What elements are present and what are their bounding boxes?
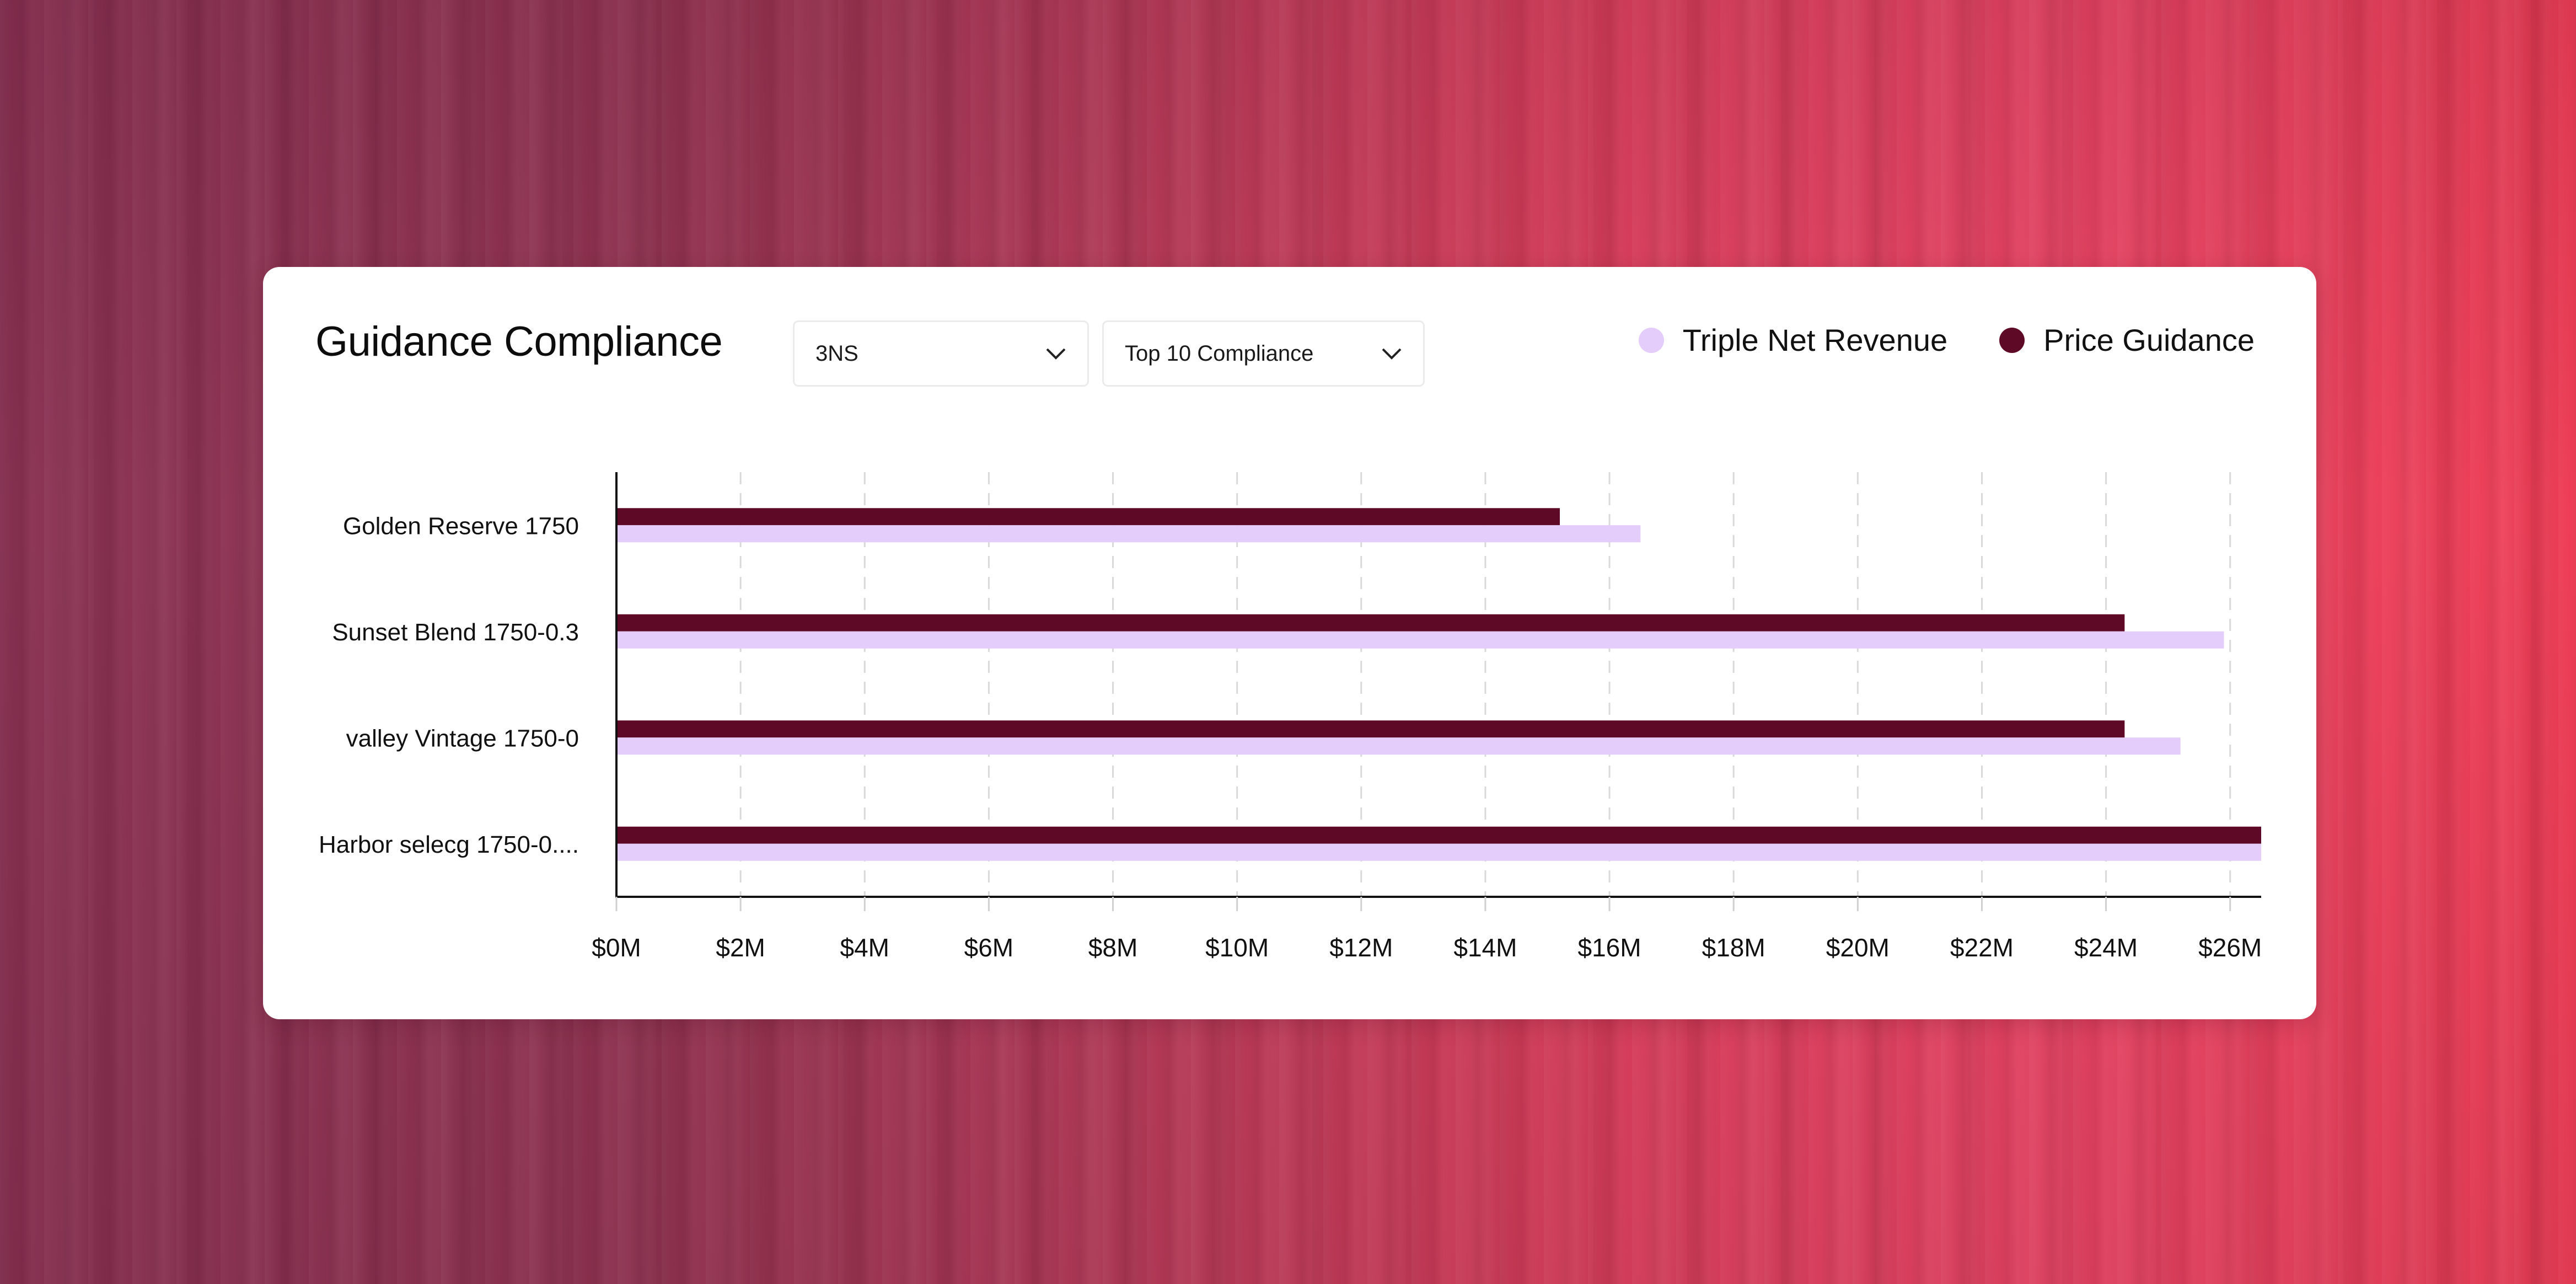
category-label-0: Golden Reserve 1750: [343, 512, 579, 539]
compliance-filter-select[interactable]: Top 10 Compliance: [1102, 320, 1425, 387]
x-tick-label-10: $20M: [1826, 933, 1890, 962]
legend-label-price-guidance: Price Guidance: [2043, 323, 2255, 357]
category-label-1: Sunset Blend 1750-0.3: [332, 619, 579, 646]
legend-item-triple-net-revenue[interactable]: Triple Net Revenue: [1638, 322, 1948, 358]
x-tick-label-8: $16M: [1578, 933, 1641, 962]
legend-swatch-triple-net-revenue: [1638, 327, 1664, 353]
compliance-filter-value: Top 10 Compliance: [1125, 341, 1314, 366]
product-filter-select[interactable]: 3NS: [793, 320, 1089, 387]
bar-price-guidance-3: [616, 826, 2261, 844]
x-tick-label-12: $24M: [2074, 933, 2138, 962]
bar-triple-net-revenue-2: [616, 737, 2181, 755]
bar-triple-net-revenue-0: [616, 525, 1641, 543]
category-label-2: valley Vintage 1750-0: [346, 725, 579, 752]
x-tick-label-6: $12M: [1329, 933, 1393, 962]
bar-triple-net-revenue-1: [616, 631, 2224, 649]
legend-swatch-price-guidance: [1999, 327, 2025, 353]
bar-price-guidance-0: [616, 508, 1560, 526]
x-tick-label-5: $10M: [1205, 933, 1269, 962]
product-filter-value: 3NS: [815, 341, 858, 366]
x-tick-label-1: $2M: [716, 933, 765, 962]
bar-price-guidance-1: [616, 614, 2125, 632]
chart-card: Guidance Compliance 3NS Top 10 Complianc…: [263, 267, 2316, 1019]
legend-item-price-guidance[interactable]: Price Guidance: [1999, 322, 2255, 358]
x-tick-label-9: $18M: [1702, 933, 1765, 962]
x-tick-label-4: $8M: [1088, 933, 1137, 962]
chart-title: Guidance Compliance: [315, 318, 723, 365]
chevron-down-icon: [1382, 348, 1402, 360]
x-tick-label-13: $26M: [2198, 933, 2262, 962]
bar-chart: Golden Reserve 1750 Sunset Blend 1750-0.3…: [319, 472, 2262, 962]
x-tick-label-3: $6M: [964, 933, 1013, 962]
chevron-down-icon: [1046, 348, 1066, 360]
x-tick-label-0: $0M: [592, 933, 641, 962]
category-label-3: Harbor selecg 1750-0....: [319, 831, 579, 858]
x-tick-label-11: $22M: [1950, 933, 2014, 962]
legend-label-triple-net-revenue: Triple Net Revenue: [1682, 323, 1948, 357]
bar-price-guidance-2: [616, 720, 2125, 738]
chart-legend: Triple Net Revenue Price Guidance: [1638, 322, 2255, 358]
bar-triple-net-revenue-3: [616, 843, 2261, 861]
x-tick-label-7: $14M: [1453, 933, 1517, 962]
x-tick-label-2: $4M: [840, 933, 889, 962]
